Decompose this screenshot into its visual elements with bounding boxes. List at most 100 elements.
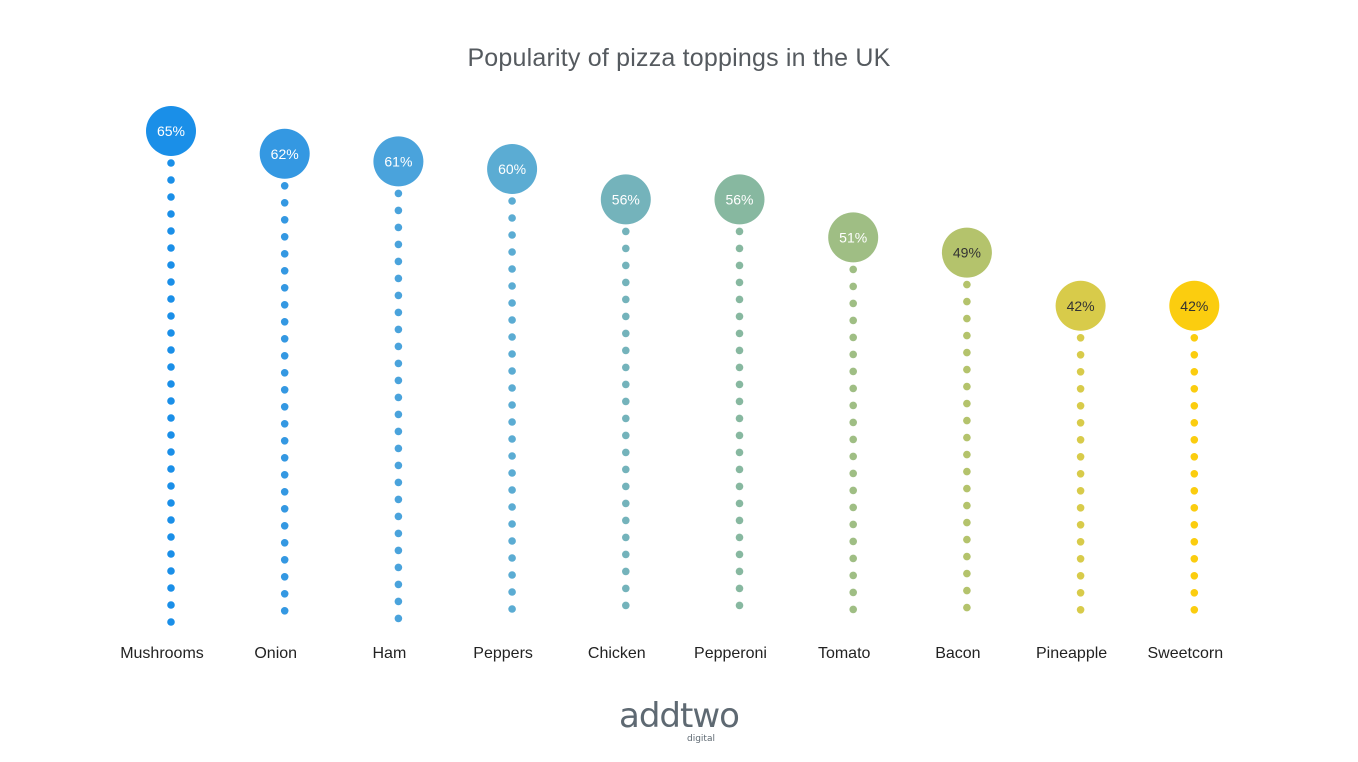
stem-dot: [280, 301, 289, 309]
stem-dot: [394, 410, 403, 419]
stem-dot: [622, 414, 630, 423]
stem-dot: [394, 223, 403, 232]
value-label-pineapple: 42%: [1067, 298, 1095, 314]
stem-dot: [849, 299, 857, 308]
stem-dot: [508, 520, 516, 528]
stem-dot: [735, 516, 744, 525]
stem-dot: [394, 189, 403, 198]
stem-dot: [1190, 368, 1199, 376]
stem-dot: [394, 495, 403, 504]
stem-dot: [622, 380, 630, 389]
stem-dot: [1190, 436, 1199, 444]
stem-dot: [394, 359, 403, 368]
stem-dot: [849, 333, 857, 342]
stem-dot: [735, 584, 744, 593]
stem-dot: [622, 567, 630, 576]
stem-dot: [394, 240, 403, 249]
stem-dot: [167, 261, 175, 269]
stem-dot: [394, 461, 403, 470]
stem-dot: [849, 316, 857, 325]
stem-dot: [508, 418, 516, 426]
stem-dot: [622, 227, 630, 236]
stem-dot: [963, 297, 971, 306]
stem-dot: [394, 308, 403, 317]
stem-dot: [1076, 402, 1085, 410]
stem-dot: [280, 471, 289, 479]
stem-dot: [849, 469, 857, 478]
stem-dot: [1076, 351, 1085, 359]
stem-dot: [622, 601, 630, 610]
stem-dot: [280, 454, 289, 462]
stem-dot: [280, 420, 289, 428]
stem-dot: [508, 452, 516, 460]
stem-dot: [622, 329, 630, 338]
stem-dot: [622, 584, 630, 593]
stem-dot: [508, 299, 516, 307]
stem-dot: [735, 465, 744, 474]
value-label-onion: 62%: [271, 146, 299, 162]
stem-dot: [394, 580, 403, 589]
stem-dot: [394, 342, 403, 351]
stem-dot: [167, 448, 175, 456]
stem-dot: [508, 605, 516, 613]
stem-dot: [394, 597, 403, 606]
stem-dot: [394, 512, 403, 521]
stem-dot: [508, 265, 516, 273]
stem-dot: [167, 431, 175, 439]
stem-dot: [280, 233, 289, 241]
stem-dot: [1076, 436, 1085, 444]
stem-dot: [1190, 419, 1199, 427]
stem-dot: [735, 346, 744, 355]
stem-dot: [394, 325, 403, 334]
stem-dot: [394, 478, 403, 487]
stem-dot: [849, 537, 857, 546]
lollipop-head-peppers: [487, 144, 538, 194]
stem-dot: [1190, 402, 1199, 410]
stem-dot: [735, 499, 744, 508]
stem-dot: [622, 482, 630, 491]
stem-dot: [280, 607, 289, 615]
stem-dot: [622, 516, 630, 525]
stem-dot: [849, 435, 857, 444]
stem-dot: [280, 573, 289, 581]
stem-dot: [167, 533, 175, 541]
stem-dot: [508, 571, 516, 579]
stem-dot: [622, 363, 630, 372]
stem-dot: [735, 380, 744, 389]
stem-onion: [280, 182, 289, 615]
stem-dot: [394, 393, 403, 402]
stem-dot: [1076, 385, 1085, 393]
category-label-onion: Onion: [254, 645, 297, 662]
stem-dot: [1190, 538, 1199, 546]
stem-dot: [963, 331, 971, 340]
stem-dot: [963, 569, 971, 578]
stem-dot: [849, 350, 857, 359]
stem-dot: [1076, 538, 1085, 546]
category-label-chicken: Chicken: [588, 645, 646, 662]
stem-dot: [622, 397, 630, 406]
lollipop-head-tomato: [828, 212, 879, 263]
lollipop-head-mushrooms: [146, 106, 196, 156]
stem-dot: [963, 603, 971, 612]
stem-dot: [1076, 368, 1085, 376]
stem-dot: [735, 550, 744, 559]
stem-dot: [849, 401, 857, 410]
stem-dot: [735, 244, 744, 253]
stem-dot: [963, 484, 971, 493]
stem-dot: [849, 520, 857, 529]
category-label-pepperoni: Pepperoni: [694, 645, 767, 662]
stem-dot: [394, 529, 403, 538]
logo-subtext: digital: [687, 734, 715, 744]
stem-dot: [622, 295, 630, 304]
stem-dot: [1076, 419, 1085, 427]
stem-dot: [1076, 504, 1085, 512]
stem-dot: [280, 318, 289, 326]
stem-dot: [394, 274, 403, 283]
stem-dot: [963, 450, 971, 459]
lollipop-head-pepperoni: [714, 174, 765, 225]
stem-dot: [1190, 453, 1199, 461]
stem-dot: [167, 465, 175, 473]
stem-dot: [280, 590, 289, 598]
stem-dot: [849, 486, 857, 495]
stem-mushrooms: [167, 159, 175, 626]
